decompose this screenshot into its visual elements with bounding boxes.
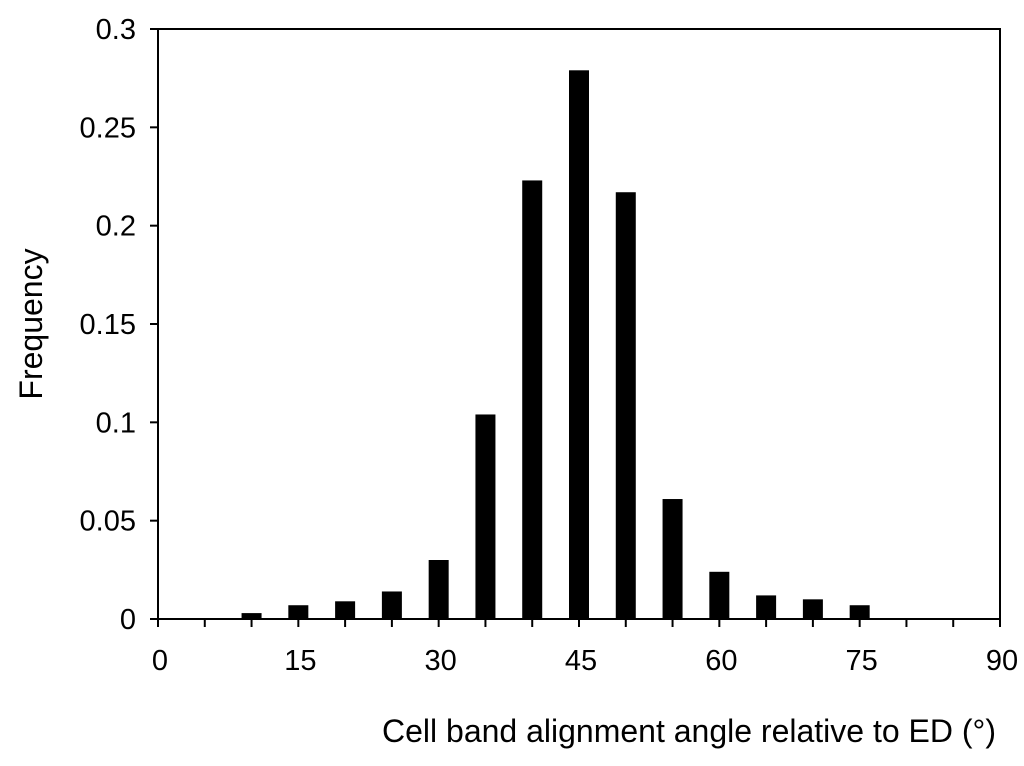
bar-75 — [849, 605, 870, 619]
bar-10 — [241, 613, 262, 619]
x-tick-label: 75 — [846, 645, 878, 677]
y-tick-label: 0.1 — [96, 407, 136, 439]
bar-65 — [756, 595, 777, 619]
bars-group — [241, 70, 870, 620]
y-tick-label: 0.05 — [80, 506, 136, 538]
y-axis-title: Frequency — [13, 248, 49, 399]
y-tick-label: 0 — [120, 604, 136, 636]
x-tick-label: 0 — [152, 645, 168, 677]
bar-15 — [288, 605, 309, 619]
x-tick-label: 15 — [284, 645, 316, 677]
x-tick-label: 45 — [565, 645, 597, 677]
x-axis-title: Cell band alignment angle relative to ED… — [382, 713, 996, 749]
y-tick-label: 0.25 — [80, 112, 136, 144]
bar-70 — [802, 599, 823, 619]
x-tick-label: 90 — [986, 645, 1018, 677]
y-tick-label: 0.2 — [96, 211, 136, 243]
x-axis: 0 15 30 45 60 75 90 — [152, 619, 1018, 677]
bar-60 — [709, 571, 730, 619]
y-tick-label: 0.3 — [96, 14, 136, 46]
bar-25 — [381, 591, 402, 619]
bar-35 — [475, 414, 496, 619]
x-tick-label: 60 — [705, 645, 737, 677]
y-axis: 0 0.05 0.1 0.15 0.2 0.25 0.3 — [80, 14, 158, 636]
bar-50 — [615, 192, 636, 620]
bar-40 — [522, 180, 543, 619]
bar-55 — [662, 499, 683, 619]
bar-45 — [569, 70, 589, 620]
bar-20 — [335, 601, 356, 619]
bar-30 — [428, 560, 449, 619]
y-tick-label: 0.15 — [80, 309, 136, 341]
x-tick-label: 30 — [425, 645, 457, 677]
